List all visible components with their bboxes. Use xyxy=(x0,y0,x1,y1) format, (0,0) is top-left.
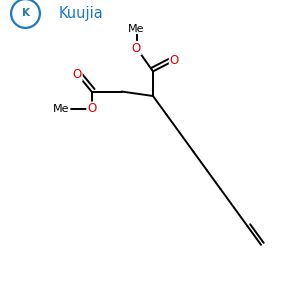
Text: O: O xyxy=(169,54,178,67)
Text: O: O xyxy=(87,102,96,115)
Text: K: K xyxy=(22,8,29,19)
Text: O: O xyxy=(73,68,82,81)
Text: Kuujia: Kuujia xyxy=(58,6,104,21)
Text: °: ° xyxy=(43,0,46,2)
Text: Me: Me xyxy=(53,103,70,114)
Text: O: O xyxy=(132,41,141,55)
Text: Me: Me xyxy=(128,23,145,34)
